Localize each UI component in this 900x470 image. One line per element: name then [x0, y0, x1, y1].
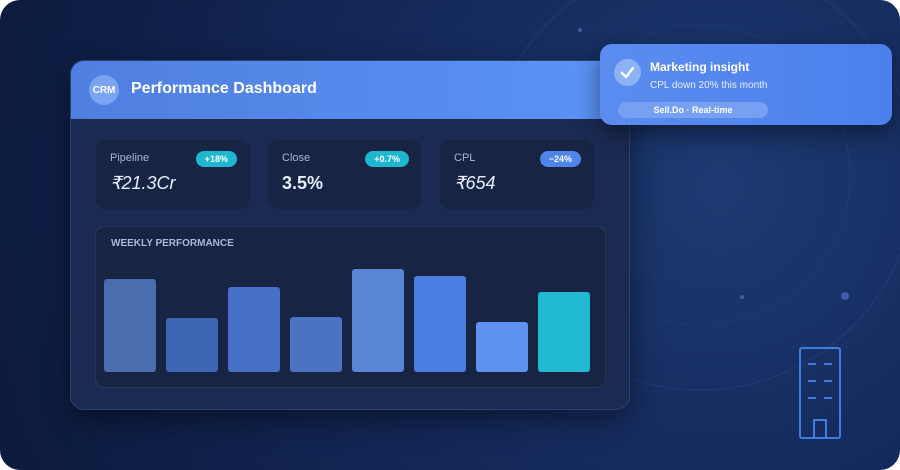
kpi-change: +0.7% [365, 151, 409, 167]
notification-tag: Sell.Do · Real-time [618, 102, 768, 118]
chart-title: WEEKLY PERFORMANCE [111, 238, 234, 249]
dashboard-card: CRM Performance Dashboard Pipeline ₹21.3… [70, 60, 630, 410]
bar [104, 279, 156, 372]
kpi-value: ₹654 [454, 173, 496, 193]
kpi-change: −24% [539, 151, 581, 167]
kpi-value: ₹21.3Cr [110, 173, 176, 193]
kpi-label: CPL [454, 152, 476, 164]
bar [476, 322, 528, 372]
bar [352, 269, 404, 372]
bar [166, 318, 218, 372]
kpi-label: Pipeline [110, 152, 150, 164]
dashboard-title: Performance Dashboard [131, 80, 317, 97]
notification-text: CPL down 20% this month [650, 80, 768, 91]
logo: CRM [89, 75, 119, 105]
kpi-label: Close [282, 152, 311, 164]
notification[interactable]: Marketing insight CPL down 20% this mont… [600, 44, 892, 125]
chart-panel: WEEKLY PERFORMANCE [95, 226, 606, 388]
kpi-card: CPL ₹654 −24% [440, 140, 593, 209]
kpi-card: Close 3.5% +0.7% [268, 140, 421, 209]
kpi-value: 3.5% [282, 173, 324, 193]
notification-title: Marketing insight [650, 60, 750, 74]
card-header: CRM Performance Dashboard [71, 61, 629, 119]
bar [538, 292, 590, 372]
bar [228, 287, 280, 372]
kpi-card: Pipeline ₹21.3Cr +18% [96, 140, 249, 209]
chart [104, 269, 590, 372]
kpi-change: +18% [195, 151, 237, 167]
bar [290, 317, 342, 372]
bar [414, 276, 466, 372]
check-icon [614, 59, 641, 86]
